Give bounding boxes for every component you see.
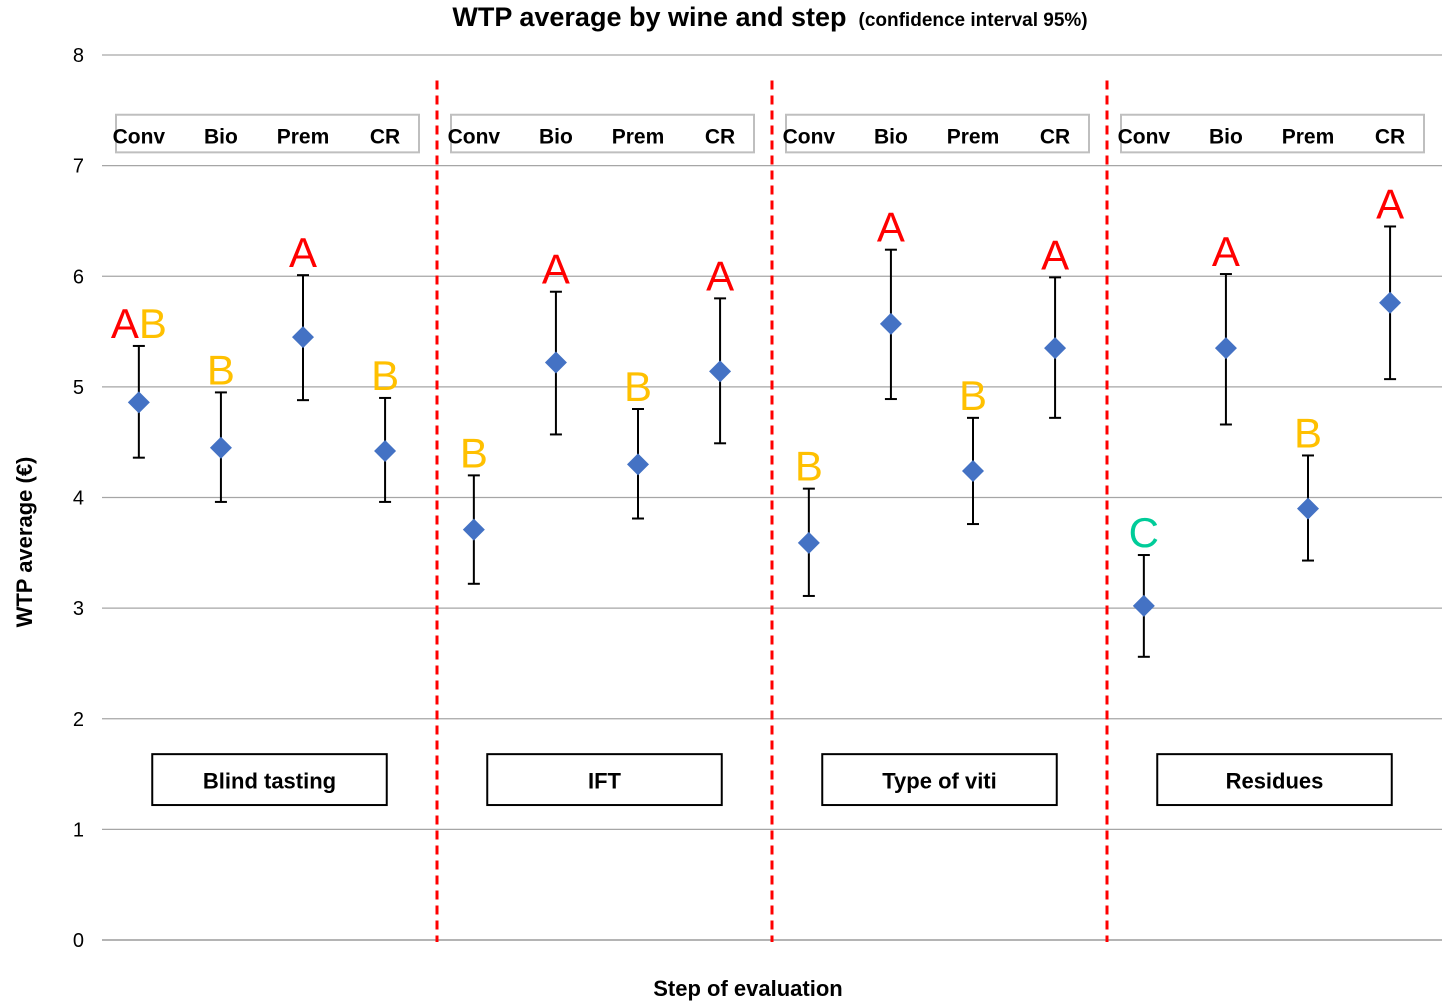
significance-letter: B bbox=[959, 372, 987, 419]
significance-letter-A: A bbox=[111, 300, 139, 347]
significance-letter-A: A bbox=[706, 252, 734, 299]
significance-letter-A: A bbox=[289, 229, 317, 276]
wine-label: CR bbox=[1375, 126, 1405, 149]
chart-title-main: WTP average by wine and step bbox=[452, 2, 846, 32]
significance-letter: B bbox=[371, 352, 399, 399]
step-separators bbox=[435, 80, 1109, 942]
significance-letter: B bbox=[624, 363, 652, 410]
significance-letter: A bbox=[1376, 180, 1404, 227]
significance-letter-B: B bbox=[207, 346, 235, 393]
y-tick-label: 7 bbox=[73, 156, 84, 178]
y-tick-label: 0 bbox=[73, 930, 84, 952]
significance-letter-B: B bbox=[371, 352, 399, 399]
step-label-box bbox=[1156, 753, 1393, 807]
wine-label-box bbox=[785, 113, 1090, 154]
wine-label: Bio bbox=[204, 126, 238, 149]
step-label: Blind tasting bbox=[203, 769, 336, 794]
significance-letter: A bbox=[877, 204, 905, 251]
y-axis-ticks: 0 1 2 3 4 5 6 7 8 bbox=[73, 45, 84, 952]
data-points bbox=[127, 291, 1402, 617]
wine-label: Prem bbox=[947, 126, 1000, 149]
data-point-diamond bbox=[544, 351, 567, 374]
y-tick-label: 2 bbox=[73, 709, 84, 731]
data-point-diamond bbox=[1044, 337, 1067, 360]
error-bars bbox=[132, 225, 1397, 658]
data-point-diamond bbox=[1297, 497, 1319, 520]
data-point-diamond bbox=[1379, 291, 1402, 314]
significance-letter: A bbox=[289, 229, 317, 276]
wine-label: Bio bbox=[539, 126, 573, 149]
significance-letter: A bbox=[706, 252, 734, 299]
wine-label-box bbox=[115, 113, 420, 154]
significance-letter: A bbox=[1212, 228, 1240, 275]
x-axis-title: Step of evaluation bbox=[653, 976, 842, 1001]
significance-letter: A bbox=[542, 246, 570, 293]
data-point-diamond bbox=[627, 453, 649, 476]
significance-letter: B bbox=[460, 429, 488, 476]
y-tick-label: 5 bbox=[73, 377, 84, 399]
data-point-diamond bbox=[462, 518, 485, 541]
data-point-diamond bbox=[797, 531, 820, 554]
wine-label: Conv bbox=[1118, 126, 1171, 149]
significance-letter-B: B bbox=[624, 363, 652, 410]
significance-letter: B bbox=[795, 443, 823, 490]
y-tick-label: 8 bbox=[73, 45, 84, 67]
significance-letter-C: C bbox=[1129, 509, 1159, 556]
data-point-diamond bbox=[292, 326, 314, 349]
significance-letter-A: A bbox=[1041, 231, 1069, 278]
y-tick-label: 6 bbox=[73, 266, 84, 288]
wine-label: CR bbox=[705, 126, 735, 149]
y-tick-label: 1 bbox=[73, 819, 84, 841]
wine-label: Conv bbox=[783, 126, 836, 149]
wine-label-box bbox=[1120, 113, 1425, 154]
step-label: IFT bbox=[588, 769, 622, 794]
wine-label: CR bbox=[370, 126, 400, 149]
step-label-box bbox=[821, 753, 1058, 807]
y-tick-label: 3 bbox=[73, 598, 84, 620]
significance-letter: B bbox=[1294, 409, 1322, 456]
data-point-diamond bbox=[127, 391, 150, 414]
wine-label: Prem bbox=[277, 126, 330, 149]
data-point-diamond bbox=[709, 360, 732, 383]
wine-label: Conv bbox=[113, 126, 166, 149]
y-tick-label: 4 bbox=[73, 488, 84, 510]
step-label: Residues bbox=[1226, 769, 1324, 794]
wine-label: Prem bbox=[1282, 126, 1335, 149]
significance-letter: A bbox=[1041, 231, 1069, 278]
significance-letter-B: B bbox=[139, 300, 167, 347]
wine-label: Bio bbox=[1209, 126, 1243, 149]
wine-label: Conv bbox=[448, 126, 501, 149]
wine-label: Prem bbox=[612, 126, 665, 149]
data-point-diamond bbox=[209, 436, 232, 459]
data-point-diamond bbox=[374, 440, 397, 463]
step-label-box bbox=[151, 753, 388, 807]
significance-letter: C bbox=[1129, 509, 1159, 556]
significance-letter-B: B bbox=[460, 429, 488, 476]
significance-letter-A: A bbox=[1376, 180, 1404, 227]
significance-letter-A: A bbox=[542, 246, 570, 293]
significance-letter: AB bbox=[111, 300, 167, 347]
significance-letter-B: B bbox=[1294, 409, 1322, 456]
step-label: Type of viti bbox=[882, 769, 997, 794]
data-point-diamond bbox=[962, 459, 984, 482]
wine-label: Bio bbox=[874, 126, 908, 149]
significance-letter: B bbox=[207, 346, 235, 393]
significance-letter-B: B bbox=[795, 443, 823, 490]
group-label-boxes: Conv Bio Prem CR Blind tasting Conv Bio Prem CR I… bbox=[113, 113, 1425, 807]
significance-letter-B: B bbox=[959, 372, 987, 419]
y-axis-title: WTP average (€) bbox=[12, 457, 37, 628]
step-label-box bbox=[486, 753, 723, 807]
data-point-diamond bbox=[879, 312, 902, 335]
significance-letter-A: A bbox=[877, 204, 905, 251]
significance-letter-A: A bbox=[1212, 228, 1240, 275]
chart-subtitle: (confidence interval 95%) bbox=[859, 10, 1088, 31]
data-point-diamond bbox=[1214, 337, 1237, 360]
chart-title: WTP average by wine and step (confidence… bbox=[452, 2, 1087, 32]
wine-label: CR bbox=[1040, 126, 1070, 149]
wine-label-box bbox=[450, 113, 755, 154]
data-point-diamond bbox=[1132, 594, 1155, 617]
